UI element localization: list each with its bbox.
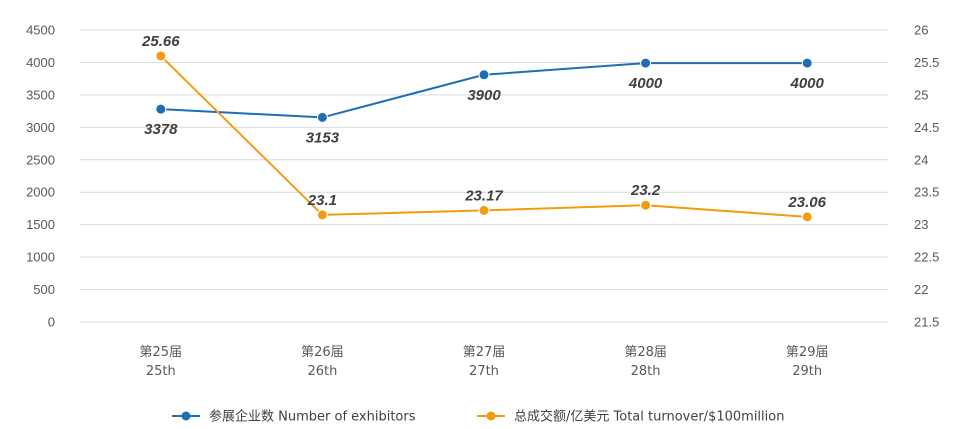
left-tick-label: 3000 (26, 120, 55, 135)
data-label: 23.17 (464, 187, 503, 204)
data-point (155, 103, 167, 115)
category-label-zh: 第25届 (140, 345, 183, 360)
right-y-axis: 21.5 22 22.5 23 23.5 24 24.5 25 25.5 26 (914, 23, 939, 330)
data-label: 23.06 (787, 194, 826, 211)
category-label-en: 26th (307, 364, 337, 379)
data-point (478, 69, 490, 81)
category-label-zh: 第26届 (301, 345, 344, 360)
left-tick-label: 4000 (26, 55, 55, 70)
right-tick-label: 24 (914, 152, 928, 167)
left-y-axis: 0 500 1000 1500 2000 2500 3000 3500 4000 4500 (26, 23, 55, 330)
left-tick-label: 4500 (26, 23, 55, 38)
data-label: 3153 (306, 129, 340, 146)
left-tick-label: 3500 (26, 87, 55, 102)
left-tick-label: 1500 (26, 217, 55, 232)
x-axis: 第25届 25th 第26届 26th 第27届 27th 第28届 28th 第29届 29th (140, 345, 829, 379)
legend-marker (486, 411, 496, 421)
data-label: 25.66 (141, 33, 180, 50)
left-tick-label: 500 (33, 282, 55, 297)
data-label: 4000 (790, 75, 825, 92)
data-label: 23.2 (630, 182, 661, 199)
data-point (801, 211, 813, 223)
series-layer: 3378 3153 3900 4000 4000 25.66 23.1 23.17 23.2 23… (141, 33, 827, 223)
left-tick-label: 2500 (26, 152, 55, 167)
right-tick-label: 23.5 (914, 185, 939, 200)
data-label: 3900 (467, 87, 501, 104)
right-tick-label: 25.5 (914, 55, 939, 70)
left-tick-label: 0 (48, 315, 55, 330)
right-tick-label: 21.5 (914, 315, 939, 330)
legend-marker (181, 411, 191, 421)
right-tick-label: 23 (914, 217, 928, 232)
right-tick-label: 26 (914, 23, 928, 38)
category-label-en: 29th (792, 364, 822, 379)
legend-label: 总成交额/亿美元 Total turnover/$100million (514, 409, 784, 425)
data-point (155, 50, 167, 62)
legend: 参展企业数 Number of exhibitors 总成交额/亿美元 Total… (172, 409, 784, 425)
data-point (316, 111, 328, 123)
right-tick-label: 24.5 (914, 120, 939, 135)
data-label: 23.1 (307, 192, 337, 209)
category-label-zh: 第27届 (463, 345, 506, 360)
data-point (640, 199, 652, 211)
data-point (640, 57, 652, 69)
legend-label: 参展企业数 Number of exhibitors (209, 409, 416, 425)
data-point (316, 209, 328, 221)
right-tick-label: 25 (914, 87, 928, 102)
left-tick-label: 2000 (26, 185, 55, 200)
left-tick-label: 1000 (26, 250, 55, 265)
category-label-en: 28th (631, 364, 661, 379)
data-label: 3378 (144, 121, 178, 138)
right-tick-label: 22.5 (914, 250, 939, 265)
right-tick-label: 22 (914, 282, 928, 297)
data-label: 4000 (628, 75, 663, 92)
category-label-zh: 第28届 (624, 345, 667, 360)
series-1: 3378 3153 3900 4000 4000 (144, 57, 825, 146)
category-label-en: 25th (146, 364, 176, 379)
gridlines (80, 29, 888, 323)
data-point (478, 204, 490, 216)
data-point (801, 57, 813, 69)
series-2: 25.66 23.1 23.17 23.2 23.06 (141, 33, 827, 223)
category-label-en: 27th (469, 364, 499, 379)
category-label-zh: 第29届 (786, 345, 829, 360)
